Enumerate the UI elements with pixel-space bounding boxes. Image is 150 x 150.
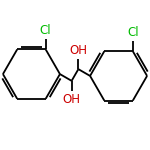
- Text: OH: OH: [63, 93, 81, 106]
- Text: Cl: Cl: [127, 26, 139, 39]
- Text: Cl: Cl: [40, 24, 51, 37]
- Text: OH: OH: [69, 44, 87, 57]
